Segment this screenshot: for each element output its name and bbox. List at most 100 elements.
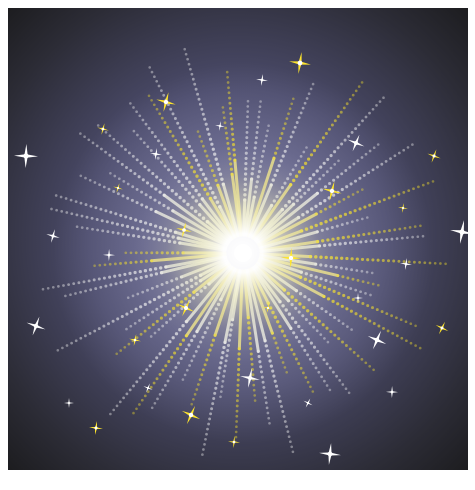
spark-dot — [85, 215, 89, 219]
spark-dot — [184, 52, 188, 56]
spark-dot — [182, 352, 186, 356]
spark-dot — [69, 293, 72, 297]
spark-dot — [104, 209, 108, 213]
spark-dot — [354, 312, 358, 316]
spark-dot — [311, 82, 315, 86]
spark-dot — [375, 104, 378, 107]
spark-dot — [245, 120, 249, 124]
spark-dot — [328, 366, 332, 370]
spark-dot — [274, 384, 279, 388]
spark-dot — [355, 257, 359, 261]
spark-dot — [277, 394, 281, 398]
star-core — [306, 401, 310, 405]
star-sparkle — [353, 293, 363, 303]
spark-dot — [403, 226, 407, 230]
spark-dot — [153, 401, 157, 405]
spark-dot — [160, 143, 164, 147]
spark-dot — [107, 187, 111, 191]
spark-dot — [355, 269, 359, 272]
spark-dot — [378, 200, 381, 204]
spark-dot — [75, 225, 79, 229]
spark-dot — [129, 102, 132, 105]
spark-dot — [268, 421, 271, 425]
spark-dot — [319, 333, 323, 336]
spark-dot — [111, 230, 115, 234]
spark-dot — [135, 407, 138, 411]
spark-dot — [236, 388, 240, 392]
spark-dot — [223, 121, 227, 125]
spark-dot — [192, 354, 196, 358]
spark-dot — [121, 194, 125, 198]
spark-dot — [54, 194, 58, 197]
star-core — [401, 206, 405, 210]
star-core — [94, 426, 98, 430]
spark-dot — [202, 448, 205, 451]
spark-dot — [100, 147, 103, 151]
spark-dot — [157, 84, 161, 88]
spark-dot — [414, 344, 417, 347]
spark-dot — [224, 126, 228, 130]
spark-dot — [315, 144, 320, 148]
spark-dot — [376, 143, 380, 146]
spark-dot — [201, 112, 205, 116]
star-sparkle — [240, 368, 260, 388]
spark-dot — [124, 261, 128, 265]
spark-dot — [357, 85, 361, 88]
spark-dot — [286, 430, 290, 433]
spark-dot — [421, 234, 425, 238]
spark-dot — [290, 445, 294, 449]
spark-dot — [180, 130, 184, 135]
spark-dot — [135, 158, 139, 162]
star-sparkle — [156, 92, 176, 112]
spark-dot — [211, 402, 215, 406]
spark-dot — [264, 139, 267, 143]
spark-dot — [80, 226, 84, 229]
spark-dot — [173, 117, 177, 120]
star-core — [390, 390, 394, 394]
spark-dot — [374, 239, 378, 242]
spark-dot — [218, 366, 222, 370]
spark-dot — [85, 227, 89, 230]
star-core — [327, 451, 333, 457]
spark-dot — [112, 137, 116, 141]
spark-dot — [142, 141, 146, 145]
spark-dot — [382, 96, 385, 100]
spark-dot — [351, 277, 355, 281]
spark-dot — [135, 110, 138, 114]
spark-dot — [369, 239, 373, 243]
spark-dot — [129, 324, 133, 328]
spark-dot — [141, 118, 145, 122]
spark-dot — [411, 235, 414, 239]
spark-dot — [395, 237, 399, 241]
spark-dot — [372, 368, 375, 372]
star-sparkle — [347, 134, 365, 152]
spark-dot — [283, 122, 287, 126]
spark-dot — [258, 110, 261, 114]
spark-dot — [96, 124, 100, 127]
spark-dot — [112, 190, 116, 193]
spark-dot — [397, 151, 401, 155]
spark-dot — [217, 371, 221, 375]
spark-dot — [263, 391, 267, 394]
spark-dot — [166, 379, 170, 383]
spark-dot — [167, 359, 171, 364]
spark-dot — [337, 319, 341, 322]
spark-dot — [163, 121, 167, 125]
spark-dot — [387, 259, 390, 263]
spark-dot — [402, 260, 406, 264]
spark-dot — [340, 172, 344, 176]
spark-dot — [416, 235, 420, 239]
spark-dot — [89, 288, 93, 292]
spark-dot — [236, 383, 240, 387]
spark-dot — [402, 148, 406, 152]
spark-dot — [316, 349, 320, 353]
spark-dot — [319, 354, 323, 357]
spark-dot — [301, 106, 305, 110]
spark-dot — [365, 216, 369, 219]
star-core — [154, 152, 158, 156]
spark-dot — [41, 287, 45, 291]
spark-dot — [393, 154, 397, 158]
spark-dot — [133, 322, 137, 325]
spark-dot — [357, 233, 361, 237]
spark-dot — [67, 283, 70, 286]
